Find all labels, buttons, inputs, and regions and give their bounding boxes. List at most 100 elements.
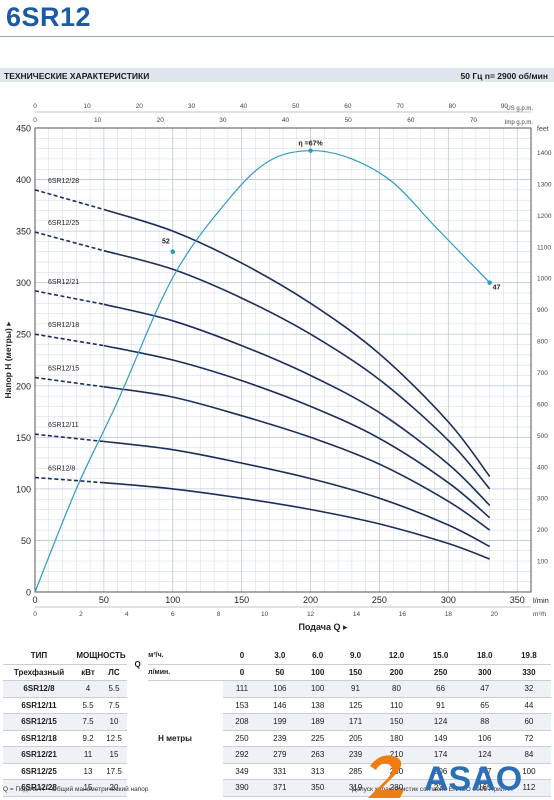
row-head-value: 231 — [418, 779, 463, 797]
q-lmin-value: 250 — [418, 664, 463, 681]
q-lmin-value: 50 — [260, 664, 299, 681]
m3h-tick-label: 0 — [33, 611, 37, 618]
imp-gpm-tick-label: 0 — [33, 117, 37, 124]
row-head-value: 44 — [506, 697, 551, 714]
row-head-value: 189 — [298, 713, 337, 731]
series-line-dashed — [34, 231, 105, 252]
row-model: 6SR12/11 — [3, 697, 75, 714]
row-head-value: 165 — [462, 779, 507, 797]
series-label: 6SR12/18 — [48, 322, 79, 329]
y-tick-label: 50 — [21, 536, 31, 546]
col-hp-header: ЛС — [101, 664, 127, 681]
y-tick-label: 300 — [16, 278, 31, 288]
imp-gpm-tick-label: 10 — [94, 117, 102, 124]
y-tick-label: 250 — [16, 330, 31, 340]
y-unit-feet: feet — [537, 126, 549, 133]
m3h-tick-label: 2 — [79, 611, 83, 618]
q-lmin-value: 150 — [336, 664, 375, 681]
row-head-value: 91 — [336, 680, 375, 698]
efficiency-line — [34, 150, 491, 593]
row-model: 6SR12/18 — [3, 730, 75, 747]
row-hp: 7.5 — [101, 697, 127, 714]
series-line — [103, 303, 491, 506]
row-head-value: 285 — [336, 763, 375, 780]
col-power-header: МОЩНОСТЬ — [75, 648, 127, 665]
m3h-tick-label: 12 — [307, 611, 315, 618]
q-m3h-value: 3.0 — [260, 648, 299, 665]
y-feet-tick-label: 1400 — [537, 150, 552, 157]
series-line-dashed — [34, 333, 105, 347]
series-label: 6SR12/25 — [48, 220, 79, 227]
y-tick-label: 450 — [16, 124, 31, 134]
y-feet-tick-label: 1100 — [537, 244, 551, 251]
series-label: 6SR12/11 — [48, 422, 79, 429]
y-tick-label: 0 — [26, 588, 31, 598]
us-gpm-tick-label: 80 — [449, 103, 457, 110]
title-divider — [0, 36, 554, 37]
row-head-value: 319 — [336, 779, 375, 797]
row-head-value: 180 — [374, 730, 419, 747]
imp-gpm-tick-label: 30 — [219, 117, 227, 124]
us-gpm-unit: US g.p.m. — [506, 106, 533, 112]
col-head-label: H метры — [158, 734, 192, 743]
row-head-value: 88 — [462, 713, 507, 731]
table-row: 6SR12/8 4 5.5 H метры 111 106 100 91 80 66 47 32 — [3, 680, 551, 743]
x-tick-label: 150 — [234, 595, 249, 605]
x-tick-label: 100 — [165, 595, 180, 605]
us-gpm-tick-label: 90 — [501, 103, 509, 110]
y-feet-tick-label: 1200 — [537, 213, 552, 220]
us-gpm-tick-label: 60 — [344, 103, 352, 110]
q-m3h-value: 15.0 — [418, 648, 463, 665]
x-axis-label: Подача Q ▸ — [298, 622, 348, 632]
y-tick-label: 350 — [16, 227, 31, 237]
y-feet-tick-label: 600 — [537, 401, 548, 408]
x-tick-label: 250 — [372, 595, 387, 605]
row-head-value: 371 — [260, 779, 299, 797]
row-head-value: 225 — [298, 730, 337, 747]
row-head-value: 106 — [260, 680, 299, 698]
y-feet-tick-label: 900 — [537, 307, 548, 314]
q-lmin-value: 300 — [462, 664, 507, 681]
row-head-value: 147 — [462, 763, 507, 780]
y-feet-tick-label: 200 — [537, 527, 548, 534]
q-m3h-unit: м³/ч. — [148, 648, 224, 665]
x-tick-label: 0 — [32, 595, 37, 605]
q-lmin-value: 0 — [223, 664, 261, 681]
q-m3h-value: 19.8 — [506, 648, 551, 665]
row-model: 6SR12/28 — [3, 779, 75, 797]
y-tick-label: 100 — [16, 484, 31, 494]
row-head-value: 239 — [260, 730, 299, 747]
row-head-value: 60 — [506, 713, 551, 731]
x-tick-label: 200 — [303, 595, 318, 605]
series-line-dashed — [34, 189, 105, 211]
table-row: 6SR12/18 9.2 12.5 250 239 225 205 180 149 106 72 — [3, 730, 551, 747]
row-head-value: 349 — [223, 763, 261, 780]
efficiency-point — [487, 280, 492, 285]
table-subheader-row: Трехфазный кВт ЛС л/мин. 0 50 100 150 200 250 300 3… — [3, 664, 551, 681]
series-label: 6SR12/28 — [48, 178, 79, 185]
row-head-value: 146 — [260, 697, 299, 714]
series-line-dashed — [34, 476, 104, 484]
table-row: 6SR12/15 7.5 10 208 199 189 171 150 124 88 60 — [3, 713, 551, 731]
row-head-value: 279 — [260, 746, 299, 764]
x-unit-m3h: m³/h — [533, 611, 546, 618]
row-head-value: 313 — [298, 763, 337, 780]
row-head-value: 80 — [374, 680, 419, 698]
y-feet-tick-label: 500 — [537, 433, 548, 440]
row-model: 6SR12/8 — [3, 680, 75, 698]
q-m3h-value: 9.0 — [336, 648, 375, 665]
row-head-value: 110 — [374, 697, 419, 714]
q-lmin-value: 330 — [506, 664, 551, 681]
m3h-tick-label: 6 — [171, 611, 175, 618]
row-head-value: 72 — [506, 730, 551, 747]
row-head-value: 208 — [223, 713, 261, 731]
row-head-value: 112 — [506, 779, 551, 797]
y-feet-tick-label: 1300 — [537, 181, 552, 188]
row-head-value: 331 — [260, 763, 299, 780]
series-label: 6SR12/15 — [48, 366, 79, 373]
col-type-header: ТИП — [3, 648, 75, 665]
y-tick-label: 150 — [16, 433, 31, 443]
